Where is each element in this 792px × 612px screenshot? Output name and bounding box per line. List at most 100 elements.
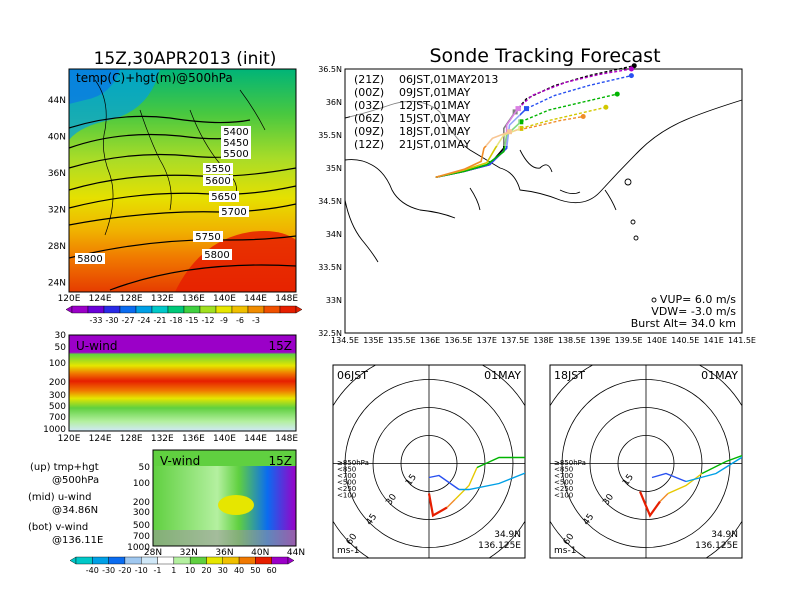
hodograph-trace bbox=[427, 456, 525, 518]
colorbar-arrow-left bbox=[69, 556, 77, 565]
uwind-xtick: 144E bbox=[244, 434, 267, 444]
hodograph-segment bbox=[638, 491, 661, 518]
vwind-xtick: 44N bbox=[287, 548, 305, 558]
colorbar-swatch bbox=[103, 305, 121, 314]
track-legend-run: (03Z) bbox=[354, 99, 384, 112]
colorbar-label: 60 bbox=[267, 566, 277, 575]
uwind-xtick: 148E bbox=[275, 434, 298, 444]
left-title: 15Z,30APR2013 (init) bbox=[94, 49, 277, 69]
vwind-terrain bbox=[153, 530, 296, 546]
vwind-ytick: 1000 bbox=[127, 543, 150, 553]
track-legend-run: (00Z) bbox=[354, 86, 384, 99]
uwind-ytick: 700 bbox=[49, 413, 66, 423]
colorbar-label: -21 bbox=[153, 316, 166, 325]
colorbar-label: 50 bbox=[250, 566, 260, 575]
map-500hpa-frame bbox=[68, 68, 297, 293]
track-yticks: 36.5N 36N 35.5N 35N 34.5N 34N 33.5N 33N 32.5N bbox=[318, 65, 342, 338]
vwind-ytick: 100 bbox=[133, 479, 150, 489]
hodograph-ring bbox=[617, 435, 675, 492]
hodograph-rings bbox=[550, 365, 742, 558]
note-mid-2: @34.86N bbox=[52, 505, 98, 516]
contour-label: 5400 bbox=[223, 127, 248, 138]
colorbar-label: -15 bbox=[185, 316, 198, 325]
colorbar-label: -6 bbox=[236, 316, 244, 325]
vwind-label: V-wind bbox=[160, 454, 200, 468]
contour-label-bg bbox=[203, 163, 233, 174]
track-line-descent bbox=[520, 93, 618, 123]
hodograph-lat: 34.9N bbox=[711, 530, 738, 540]
track-burst-point bbox=[518, 125, 524, 131]
colorbar-label: -18 bbox=[169, 316, 182, 325]
track-xtick: 134.5E bbox=[331, 336, 359, 345]
track-legend-run: (09Z) bbox=[354, 125, 384, 138]
track-line-descent bbox=[517, 68, 632, 110]
map-500hpa-ytick: 44N bbox=[48, 96, 66, 106]
hodograph-level-label: <250 bbox=[554, 485, 573, 493]
track-xtick: 141E bbox=[703, 336, 723, 345]
track-xtick: 140.5E bbox=[671, 336, 699, 345]
contour-label: 5450 bbox=[223, 138, 248, 149]
colorbar-swatch bbox=[124, 556, 142, 565]
hodograph-ring bbox=[589, 407, 703, 520]
colorbar-swatch bbox=[206, 556, 223, 565]
colorbar-swatch bbox=[183, 305, 201, 314]
param-vdw: VDW= -3.0 m/s bbox=[651, 305, 736, 318]
map-500hpa-ytick: 40N bbox=[48, 133, 66, 143]
map-500hpa-xtick: 136E bbox=[182, 294, 205, 304]
hodograph-segment bbox=[476, 456, 525, 469]
track-landing-point bbox=[628, 66, 634, 72]
hodograph-lon: 136.125E bbox=[478, 541, 521, 551]
contour-label-bg bbox=[219, 206, 249, 217]
contour-label-bg bbox=[221, 137, 251, 148]
note-up-2: @500hPa bbox=[52, 475, 99, 486]
map-500hpa-ytick: 32N bbox=[48, 206, 66, 216]
hodograph-ring bbox=[400, 435, 458, 492]
uwind-xtick: 128E bbox=[120, 434, 143, 444]
uwind-xtick: 124E bbox=[89, 434, 112, 444]
hodograph-lat: 34.9N bbox=[494, 530, 521, 540]
warm-region bbox=[175, 231, 296, 292]
track-xtick: 139.5E bbox=[615, 336, 643, 345]
hodograph-date: 01MAY bbox=[701, 369, 738, 382]
map-500hpa-xtick: 124E bbox=[89, 294, 112, 304]
hodograph-segment bbox=[685, 456, 742, 483]
hodograph-segment bbox=[428, 474, 460, 491]
colorbar-swatch bbox=[108, 556, 126, 565]
vwind-frame bbox=[152, 449, 297, 547]
track-burst-point bbox=[523, 106, 529, 112]
map-500hpa-xtick: 144E bbox=[244, 294, 267, 304]
map-500hpa-label-box: temp(C)+hgt(m)@500hPa bbox=[76, 71, 233, 85]
uwind-xtick: 136E bbox=[182, 434, 205, 444]
hodograph-level-label: <100 bbox=[337, 492, 356, 500]
track-xtick: 140E bbox=[647, 336, 667, 345]
map-500hpa-xticks: 120E 124E 128E 132E 136E 140E 144E 148E bbox=[58, 294, 299, 304]
contour-label: 5650 bbox=[211, 192, 236, 203]
uwind-ytick: 300 bbox=[49, 391, 66, 401]
vwind-ytick: 500 bbox=[133, 521, 150, 531]
contour-label: 5800 bbox=[204, 250, 229, 261]
colorbar-label: -33 bbox=[89, 316, 102, 325]
map-500hpa-label: temp(C)+hgt(m)@500hPa bbox=[76, 71, 233, 85]
temp-colorbar: -33 -30 -27 -24 -21 -18 -15 -12 -9 -6 -3 bbox=[65, 305, 303, 325]
colorbar-swatch bbox=[87, 305, 105, 314]
track-xtick: 139E bbox=[590, 336, 610, 345]
uwind-time: 15Z bbox=[269, 339, 293, 353]
map-500hpa-xtick: 120E bbox=[58, 294, 81, 304]
contour-label: 5500 bbox=[223, 149, 248, 160]
track-legend-time: 18JST,01MAY bbox=[399, 125, 471, 138]
hodograph-level-label: ≥850hPa bbox=[554, 459, 586, 467]
colorbar-swatch bbox=[263, 305, 281, 314]
track-landing-point bbox=[614, 91, 620, 97]
uwind-ytick: 50 bbox=[55, 343, 67, 353]
colorbar-swatch bbox=[271, 556, 289, 565]
map-500hpa-xtick: 132E bbox=[151, 294, 174, 304]
hodograph-segment bbox=[427, 493, 448, 518]
vwind-time: 15Z bbox=[269, 454, 293, 468]
track-ytick: 34.5N bbox=[318, 197, 342, 206]
colorbar-swatch bbox=[173, 556, 191, 565]
colorbar-swatch bbox=[75, 556, 93, 565]
vwind-xtick: 36N bbox=[215, 548, 233, 558]
uwind-ytick: 30 bbox=[55, 331, 67, 341]
colorbar-swatch bbox=[92, 556, 109, 565]
